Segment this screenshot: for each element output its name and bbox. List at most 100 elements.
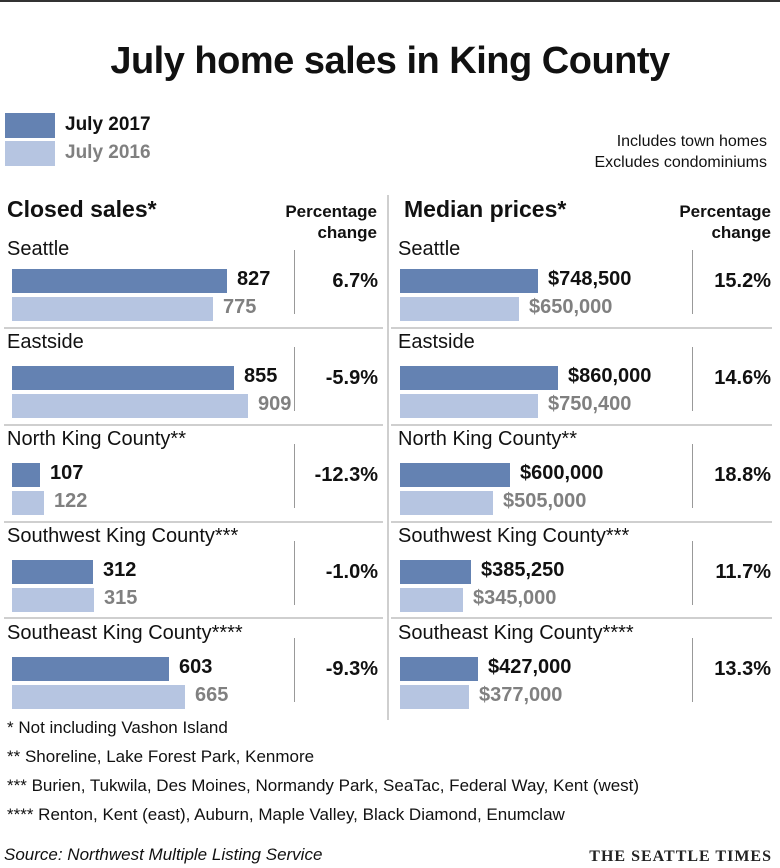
- closed-sales-pct-divider: [294, 347, 295, 411]
- pct-header-line2: change: [711, 223, 771, 242]
- median-prices-pct-divider: [692, 638, 693, 702]
- row-separator: [4, 327, 383, 329]
- closed-sales-bar-2017: [12, 366, 234, 390]
- legend-item-2017: July 2017: [5, 112, 151, 138]
- closed-sales-pct-divider: [294, 638, 295, 702]
- closed-sales-bar-2017: [12, 560, 93, 584]
- closed-sales-row-label: Southwest King County***: [7, 525, 239, 547]
- median-prices-pct-change: 14.6%: [714, 367, 771, 389]
- closed-sales-value-label-2016: 909: [258, 393, 292, 415]
- closed-sales-pct-divider: [294, 541, 295, 605]
- median-prices-row-label: Southeast King County****: [398, 622, 634, 644]
- note-includes: Includes town homes: [616, 133, 767, 150]
- legend-label-2016: July 2016: [65, 142, 151, 163]
- closed-sales-bar-2017: [12, 657, 169, 681]
- median-prices-value-label-2016: $750,400: [548, 393, 632, 415]
- pct-header-line1: Percentage: [285, 202, 377, 221]
- closed-sales-pct-divider: [294, 250, 295, 314]
- footnote-3: *** Burien, Tukwila, Des Moines, Normand…: [7, 776, 640, 795]
- closed-sales-value-label-2017: 603: [179, 656, 213, 678]
- legend-swatch-2016: [5, 140, 55, 166]
- footnote-1: * Not including Vashon Island: [7, 718, 228, 737]
- median-prices-bar-2017: [400, 366, 558, 390]
- closed-sales-bar-2016: [12, 297, 213, 321]
- median-prices-bar-2016: [400, 491, 493, 515]
- median-prices-bar-2017: [400, 269, 538, 293]
- median-prices-pct-change: 15.2%: [714, 270, 771, 292]
- median-prices-value-label-2016: $345,000: [473, 587, 557, 609]
- closed-sales-value-label-2016: 122: [54, 490, 88, 512]
- closed-sales-title: Closed sales*: [7, 196, 157, 222]
- closed-sales-value-label-2016: 315: [104, 587, 138, 609]
- closed-sales-bar-2016: [12, 394, 248, 418]
- row-separator: [4, 424, 383, 426]
- median-prices-bar-2017: [400, 560, 471, 584]
- closed-sales-value-label-2016: 665: [195, 684, 229, 706]
- median-prices-value-label-2016: $505,000: [503, 490, 587, 512]
- median-prices-pct-change: 11.7%: [715, 561, 771, 583]
- median-prices-bar-2017: [400, 463, 510, 487]
- pct-header-line1: Percentage: [679, 202, 771, 221]
- closed-sales-pct-divider: [294, 444, 295, 508]
- median-prices-value-label-2017: $385,250: [481, 559, 565, 581]
- median-prices-row-label: Southwest King County***: [398, 525, 630, 547]
- chart-title: July home sales in King County: [110, 40, 670, 82]
- median-prices-row-label: Seattle: [398, 238, 461, 260]
- median-prices-value-label-2017: $748,500: [548, 268, 632, 290]
- closed-sales-bar-2017: [12, 463, 40, 487]
- median-prices-bar-2016: [400, 588, 463, 612]
- median-prices-pct-divider: [692, 347, 693, 411]
- closed-sales-value-label-2017: 107: [50, 462, 84, 484]
- source-credit: Source: Northwest Multiple Listing Servi…: [4, 845, 323, 864]
- median-prices-bar-2016: [400, 685, 469, 709]
- closed-sales-bar-2016: [12, 685, 185, 709]
- median-prices-bar-2017: [400, 657, 478, 681]
- closed-sales-row-label: Seattle: [7, 238, 70, 260]
- median-prices-pct-change: 13.3%: [714, 658, 771, 680]
- row-separator: [4, 617, 383, 619]
- legend-label-2017: July 2017: [65, 114, 151, 135]
- closed-sales-bar-2017: [12, 269, 227, 293]
- closed-sales-pct-change: -5.9%: [325, 367, 378, 389]
- row-separator: [4, 521, 383, 523]
- row-separator: [391, 617, 772, 619]
- top-rule: [0, 0, 780, 2]
- median-prices-pct-divider: [692, 250, 693, 314]
- closed-sales-bar-2016: [12, 588, 94, 612]
- median-prices-bar-2016: [400, 297, 519, 321]
- median-prices-title: Median prices*: [404, 196, 567, 222]
- median-prices-pct-header: Percentage change: [640, 201, 771, 243]
- panel-divider: [387, 195, 389, 720]
- closed-sales-pct-change: -9.3%: [325, 658, 378, 680]
- brand-logo: THE SEATTLE TIMES: [589, 848, 772, 865]
- closed-sales-bar-2016: [12, 491, 44, 515]
- median-prices-pct-divider: [692, 444, 693, 508]
- median-prices-value-label-2017: $427,000: [488, 656, 572, 678]
- median-prices-value-label-2016: $377,000: [479, 684, 563, 706]
- median-prices-pct-divider: [692, 541, 693, 605]
- closed-sales-pct-header: Percentage change: [250, 201, 377, 243]
- median-prices-pct-change: 18.8%: [714, 464, 771, 486]
- closed-sales-row-label: Eastside: [7, 331, 84, 353]
- footnote-4: **** Renton, Kent (east), Auburn, Maple …: [7, 805, 565, 824]
- closed-sales-pct-change: 6.7%: [332, 270, 378, 292]
- closed-sales-value-label-2017: 855: [244, 365, 278, 387]
- note-excludes: Excludes condominiums: [594, 154, 767, 171]
- closed-sales-row-label: Southeast King County****: [7, 622, 243, 644]
- median-prices-row-label: Eastside: [398, 331, 475, 353]
- closed-sales-value-label-2016: 775: [223, 296, 257, 318]
- legend-swatch-2017: [5, 112, 55, 138]
- closed-sales-value-label-2017: 827: [237, 268, 271, 290]
- legend-item-2016: July 2016: [5, 140, 151, 166]
- closed-sales-value-label-2017: 312: [103, 559, 137, 581]
- median-prices-value-label-2017: $860,000: [568, 365, 652, 387]
- median-prices-value-label-2016: $650,000: [529, 296, 613, 318]
- row-separator: [391, 327, 772, 329]
- pct-header-line2: change: [317, 223, 377, 242]
- closed-sales-pct-change: -1.0%: [325, 561, 378, 583]
- closed-sales-row-label: North King County**: [7, 428, 186, 450]
- footnote-2: ** Shoreline, Lake Forest Park, Kenmore: [7, 747, 315, 766]
- row-separator: [391, 424, 772, 426]
- median-prices-row-label: North King County**: [398, 428, 577, 450]
- row-separator: [391, 521, 772, 523]
